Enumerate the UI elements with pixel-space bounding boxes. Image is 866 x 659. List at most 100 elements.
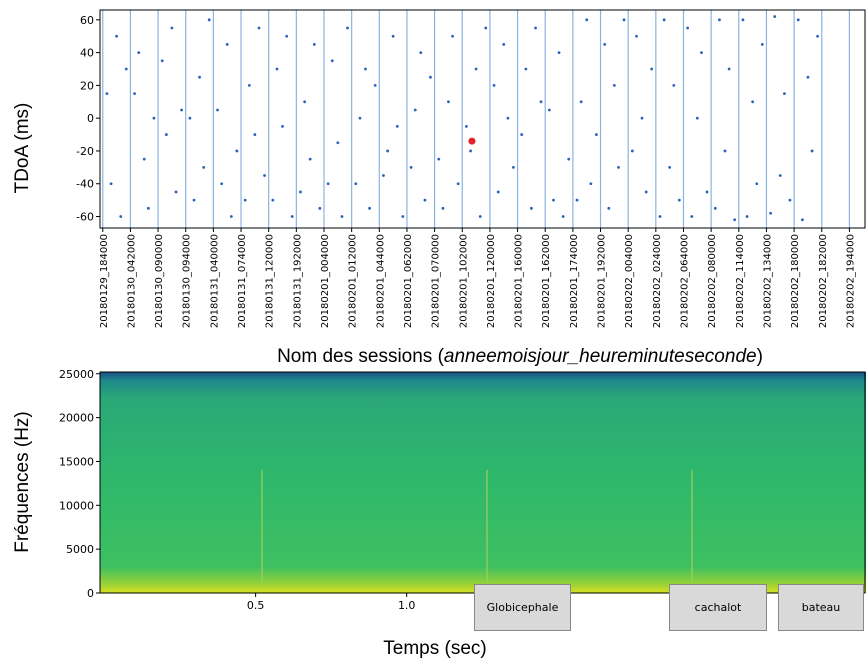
x-tick-label: 20180131_120000 [265,234,276,328]
x-tick-label: 20180202_080000 [707,234,718,328]
point [330,59,334,63]
y-tick-label: -40 [76,178,94,191]
x-tick-label: 20180201_102000 [458,234,469,328]
point [534,26,537,30]
point [354,182,358,186]
point [705,190,709,194]
point [312,43,316,46]
point [441,206,445,210]
point [650,67,654,71]
point [202,165,206,169]
point [303,100,307,104]
y-tick-label: 0 [87,587,94,600]
point [810,149,814,153]
point [677,198,681,202]
point [198,75,201,79]
point [263,174,266,177]
point [271,198,275,202]
x-tick-label: 20180201_162000 [541,234,552,328]
x-tick-label: 1.0 [398,599,416,612]
point [456,182,460,186]
point [751,100,755,104]
point [644,190,648,194]
point [484,26,488,30]
point [373,83,377,87]
point [382,174,385,177]
y-tick-label: 40 [80,47,94,60]
x-tick-label: 20180201_174000 [569,234,580,328]
point [690,215,694,218]
point [137,51,141,55]
label-button[interactable]: Globicephale [474,584,571,631]
point [741,18,745,22]
x-tick-label: 20180131_074000 [237,234,248,328]
x-tick-label: 20180201_160000 [514,234,525,328]
point [579,100,583,104]
point [391,34,395,38]
point [358,116,362,120]
point [640,116,644,120]
label-button[interactable]: cachalot [669,584,767,631]
point [607,206,611,210]
x-label-part: ) [757,346,763,367]
x-tick-label: 20180202_180000 [790,234,801,328]
point [299,190,302,194]
point [115,34,118,38]
point [124,67,128,71]
point [429,75,432,79]
point [395,124,399,128]
point [346,26,349,30]
x-tick-label: 20180202_182000 [818,234,829,328]
label-button[interactable]: bateau [778,584,864,631]
plot-frame [99,9,866,229]
x-tick-label: 20180129_184000 [99,234,110,328]
x-tick-label: 20180201_012000 [348,234,359,328]
point [419,51,423,55]
point [557,51,561,55]
point [243,198,247,202]
point [733,218,737,222]
point [658,215,662,218]
point [225,43,229,46]
x-tick-label: 20180130_042000 [126,234,137,328]
y-tick-label: 60 [80,14,94,27]
x-tick-label: 20180202_114000 [735,234,746,328]
point [635,34,638,38]
point [668,165,672,169]
point [368,206,372,210]
point [585,18,589,22]
point [547,108,551,112]
point [506,116,510,120]
point [326,182,330,186]
point [188,116,192,120]
y-tick-label: 5000 [66,543,94,556]
y-tick-label: 25000 [59,368,94,381]
point [235,149,239,153]
point [567,157,571,161]
point [622,18,626,22]
highlight-point [468,137,476,145]
point [318,206,322,210]
point [524,67,528,71]
x-tick-label: 20180131_040000 [209,234,220,328]
point [451,34,454,38]
x-tick-label: 20180130_090000 [154,234,165,328]
x-tick-label: 20180202_064000 [679,234,690,328]
point [413,108,417,112]
point [713,206,717,210]
point [496,190,500,194]
point [146,206,150,210]
point [308,157,312,161]
point [340,215,344,218]
point [105,92,109,95]
y-tick-label: 20 [80,79,94,92]
point [109,182,113,186]
point [512,165,515,169]
point [447,100,450,104]
y-tick-label: 15000 [59,455,94,468]
point [575,198,579,202]
point [695,116,699,120]
point [672,83,676,87]
x-tick-label: 20180202_004000 [624,234,635,328]
